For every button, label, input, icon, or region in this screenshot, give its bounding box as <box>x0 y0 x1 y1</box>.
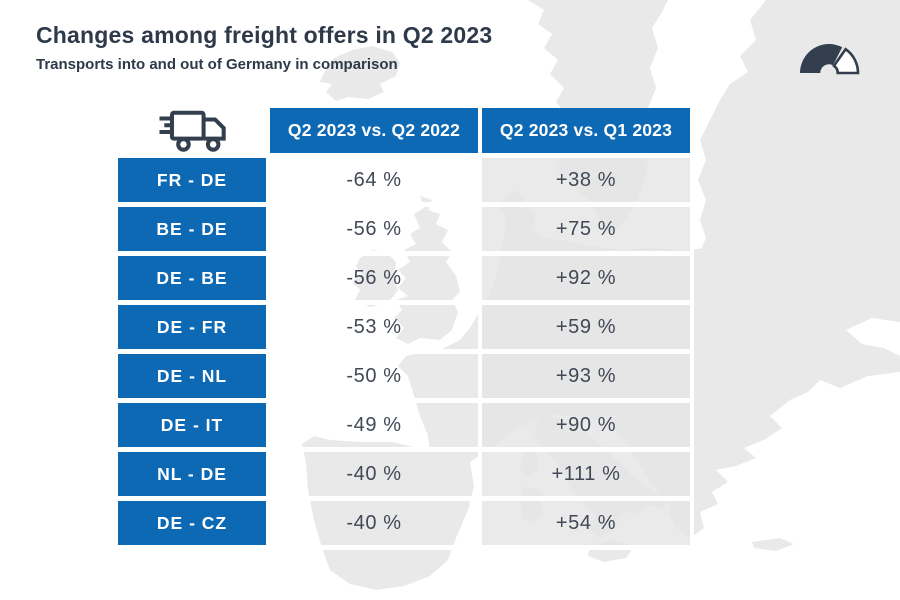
value-cell: -56 % <box>270 256 482 305</box>
gauge-icon <box>800 44 860 75</box>
route-cell: DE - BE <box>118 256 270 305</box>
route-cell: DE - IT <box>118 403 270 452</box>
table-corner <box>118 108 270 158</box>
value-cell: +59 % <box>482 305 694 354</box>
value-cell: -64 % <box>270 158 482 207</box>
column-header-vs-q1-2023: Q2 2023 vs. Q1 2023 <box>482 108 694 158</box>
value-cell: +92 % <box>482 256 694 305</box>
value-cell: -56 % <box>270 207 482 256</box>
route-cell: FR - DE <box>118 158 270 207</box>
value-cell: -40 % <box>270 501 482 550</box>
route-cell: DE - NL <box>118 354 270 403</box>
value-cell: -50 % <box>270 354 482 403</box>
map-northeast <box>698 0 900 252</box>
comparison-table: Q2 2023 vs. Q2 2022 Q2 2023 vs. Q1 2023 … <box>118 108 694 550</box>
route-cell: NL - DE <box>118 452 270 501</box>
map-iceland <box>320 46 400 101</box>
value-cell: +90 % <box>482 403 694 452</box>
truck-icon <box>159 110 226 152</box>
route-cell: DE - CZ <box>118 501 270 550</box>
map-crete <box>752 538 794 551</box>
value-cell: -53 % <box>270 305 482 354</box>
value-cell: +93 % <box>482 354 694 403</box>
route-cell: BE - DE <box>118 207 270 256</box>
value-cell: +75 % <box>482 207 694 256</box>
value-cell: +38 % <box>482 158 694 207</box>
value-cell: +111 % <box>482 452 694 501</box>
map-ireland <box>352 250 398 307</box>
column-header-vs-q2-2022: Q2 2023 vs. Q2 2022 <box>270 108 482 158</box>
title-block: Changes among freight offers in Q2 2023 … <box>36 22 492 73</box>
map-great-britain <box>394 196 460 344</box>
value-cell: +54 % <box>482 501 694 550</box>
page-subtitle: Transports into and out of Germany in co… <box>36 56 398 73</box>
route-cell: DE - FR <box>118 305 270 354</box>
value-cell: -40 % <box>270 452 482 501</box>
value-cell: -49 % <box>270 403 482 452</box>
page-title: Changes among freight offers in Q2 2023 <box>36 22 493 48</box>
